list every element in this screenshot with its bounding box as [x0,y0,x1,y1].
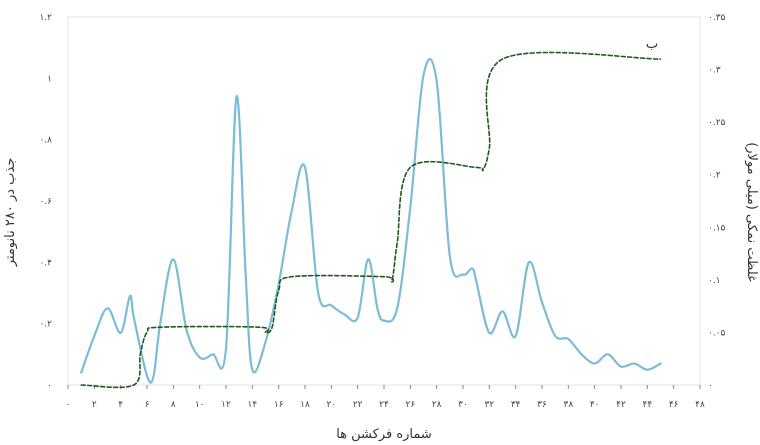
axes: ۰ ۲ ۴ ۶ ۸ ۱۰ ۱۲ ۱۴ ۱۶ ۱۸ ۲۰ ۲۲ ۲۴ ۲۶ ۲۸ ۳۰ ۳۲ ۳۴ ۳۶ ۳۸ ۴۰ ۴۲ ۴… [39,13,725,410]
y-left-tick-label: ۰.۸ [39,136,52,146]
x-tick-label: ۳۸ [563,400,573,410]
x-tick-label: ۴۰ [590,400,600,410]
x-tick-label: ۳۴ [511,400,521,410]
x-axis-title: شماره فرکشن ها [336,427,432,442]
series-layer [80,51,662,389]
y-right-tick-label: ۰.۰۵ [708,328,726,338]
x-tick-label: ۳۰ [458,400,468,410]
y-axis-right-title: غلظت نمکی (میلی مولار) [744,142,759,282]
y-left-tick-label: ۰.۴ [39,258,52,268]
x-tick-label: ۲۲ [353,400,363,410]
y-left-tick-label: ۰.۶ [39,197,52,207]
x-tick-label: ۱۸ [300,400,310,410]
x-tick-label: ۴ [118,400,123,410]
x-tick-label: ۸ [171,400,176,410]
panel-label: ب [646,37,658,52]
x-tick-label: ۳۲ [484,400,494,410]
x-tick-label: ۱۴ [247,400,257,410]
y-right-tick-label: ۰ [708,381,713,391]
x-tick-label: ۳۶ [537,400,547,410]
x-tick-label: ۲۴ [379,400,389,410]
x-tick-label: ۱۶ [274,400,284,410]
absorbance-line [80,58,662,384]
x-tick-label: ۴۲ [616,400,626,410]
x-tick-label: ۱۰ [195,400,205,410]
x-tick-label: ۲۰ [326,400,336,410]
y-left-tick-label: ۱ [47,74,52,84]
x-tick-label: ۰ [66,400,71,410]
y-right-tick-label: ۰.۲۵ [708,118,726,128]
y-right-tick-label: ۰.۳۵ [708,13,726,23]
y-axis-left-title: جذب در ۲۸۰ نانومتر [3,158,18,268]
x-tick-label: ۱۲ [221,400,231,410]
x-tick-label: ۶ [145,400,150,410]
y-left-tick-label: ۰.۲ [39,320,52,330]
x-tick-label: ۲۶ [405,400,415,410]
y-right-tick-label: ۰.۳ [708,66,721,76]
y-right-tick-label: ۰.۱۵ [708,223,726,233]
salt-gradient-line [80,51,662,389]
x-tick-label: ۴۸ [695,400,705,410]
y-left-tick-label: ۱.۲ [39,13,52,23]
y-left-tick-label: ۰ [47,381,52,391]
x-tick-label: ۴۴ [642,400,652,410]
y-right-tick-label: ۰.۲ [708,171,721,181]
y-right-tick-label: ۰.۱ [708,276,721,286]
x-tick-label: ۴۶ [669,400,679,410]
x-tick-label: ۲۸ [432,400,442,410]
x-tick-label: ۲ [92,400,97,410]
plot-frame [67,16,701,386]
